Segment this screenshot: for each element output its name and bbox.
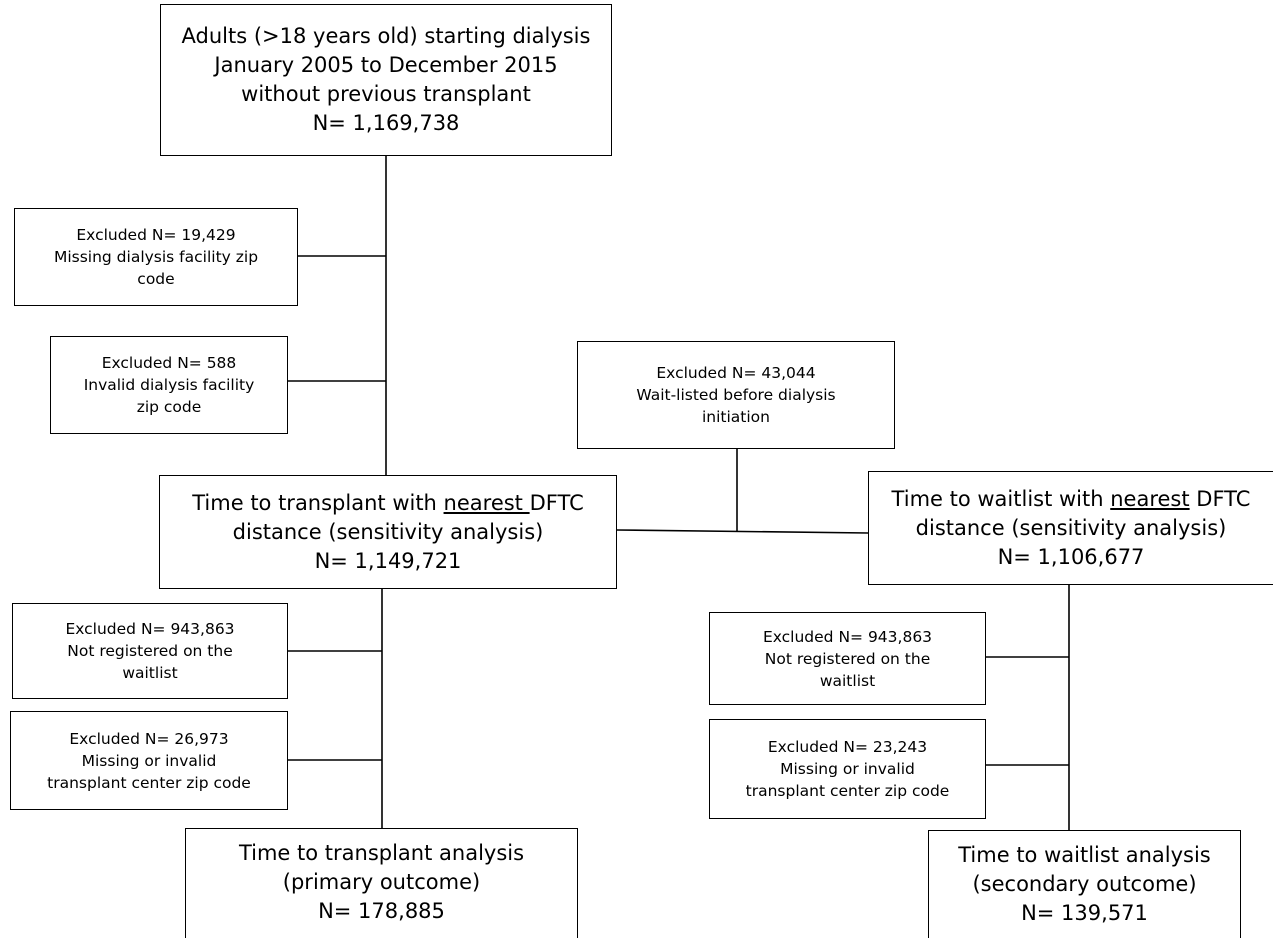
excluded-reason-cont: zip code [136, 398, 202, 416]
transplant-sensitivity-count: N= 1,149,721 [314, 548, 462, 573]
excluded-reason: Not registered on the [764, 649, 931, 668]
title-text: Time to waitlist with [891, 486, 1111, 511]
excluded-count: Excluded N= 19,429 [76, 226, 236, 244]
start-cohort-box: Adults (>18 years old) starting dialysis… [160, 4, 612, 156]
transplant-analysis-count: N= 178,885 [318, 899, 445, 923]
start-cohort-line-1: Adults (>18 years old) starting dialysis [181, 24, 591, 48]
excluded-count: Excluded N= 43,044 [656, 364, 816, 382]
waitlist-analysis-count: N= 139,571 [1021, 901, 1148, 925]
waitlist-analysis-subtitle: (secondary outcome) [972, 872, 1197, 896]
excluded-count: Excluded N= 943,863 [65, 620, 235, 638]
excluded-invalid-facility-zip-box: Excluded N= 588 Invalid dialysis facilit… [50, 336, 288, 434]
excluded-count: Excluded N= 588 [101, 354, 237, 372]
excluded-reason: Missing or invalid [81, 751, 217, 770]
excluded-count: Excluded N= 23,243 [767, 738, 928, 756]
title-text-end: DFTC [1189, 486, 1251, 511]
excluded-reason-cont: code [137, 270, 175, 288]
waitlist-sensitivity-box: Time to waitlist with nearest DFTC dista… [868, 471, 1273, 585]
transplant-sensitivity-box: Time to transplant with nearest DFTC dis… [159, 475, 617, 589]
waitlist-sensitivity-subtitle: distance (sensitivity analysis) [915, 515, 1227, 540]
excluded-reason-cont: initiation [701, 408, 770, 426]
excluded-reason: Not registered on the [67, 642, 233, 660]
excluded-reason-cont: waitlist [122, 664, 178, 682]
waitlist-sensitivity-title: Time to waitlist with nearest DFTC [892, 485, 1251, 514]
excluded-reason: Missing or invalid [780, 760, 915, 778]
excluded-center-zip-left-box: Excluded N= 26,973 Missing or invalid tr… [10, 711, 288, 810]
waitlist-sensitivity-count: N= 1,106,677 [997, 544, 1145, 569]
excluded-center-zip-right-box: Excluded N= 23,243 Missing or invalid tr… [709, 719, 986, 819]
transplant-analysis-box: Time to transplant analysis (primary out… [185, 828, 578, 938]
excluded-count: Excluded N= 943,863 [762, 627, 933, 646]
excluded-reason: Missing dialysis facility zip [53, 248, 259, 266]
excluded-reason: Invalid dialysis facility [83, 376, 255, 394]
title-text-end: DFTC [529, 490, 584, 515]
transplant-sensitivity-title: Time to transplant with nearest DFTC [192, 489, 583, 518]
excluded-missing-facility-zip-box: Excluded N= 19,429 Missing dialysis faci… [14, 208, 298, 306]
excluded-not-registered-left-box: Excluded N= 943,863 Not registered on th… [12, 603, 288, 699]
title-text: Time to transplant with [192, 490, 444, 515]
excluded-not-registered-right-box: Excluded N= 943,863 Not registered on th… [709, 612, 986, 705]
transplant-analysis-subtitle: (primary outcome) [282, 870, 481, 894]
transplant-analysis-title: Time to transplant analysis [238, 841, 525, 865]
excluded-reason-cont: transplant center zip code [745, 782, 950, 800]
connector-transplant-to-waitlist [616, 529, 869, 534]
waitlist-analysis-box: Time to waitlist analysis (secondary out… [928, 830, 1241, 938]
start-cohort-line-3: without previous transplant [241, 82, 531, 106]
transplant-sensitivity-subtitle: distance (sensitivity analysis) [232, 519, 544, 544]
waitlist-analysis-title: Time to waitlist analysis [958, 843, 1211, 867]
excluded-waitlisted-box: Excluded N= 43,044 Wait-listed before di… [577, 341, 895, 449]
start-cohort-line-2: January 2005 to December 2015 [214, 53, 558, 77]
excluded-reason-cont: transplant center zip code [47, 773, 251, 792]
excluded-count: Excluded N= 26,973 [69, 729, 229, 748]
underlined-word: nearest [443, 490, 530, 515]
excluded-reason: Wait-listed before dialysis [636, 386, 836, 404]
start-cohort-count: N= 1,169,738 [312, 111, 460, 135]
underlined-word: nearest [1110, 486, 1190, 511]
excluded-reason-cont: waitlist [819, 671, 876, 690]
